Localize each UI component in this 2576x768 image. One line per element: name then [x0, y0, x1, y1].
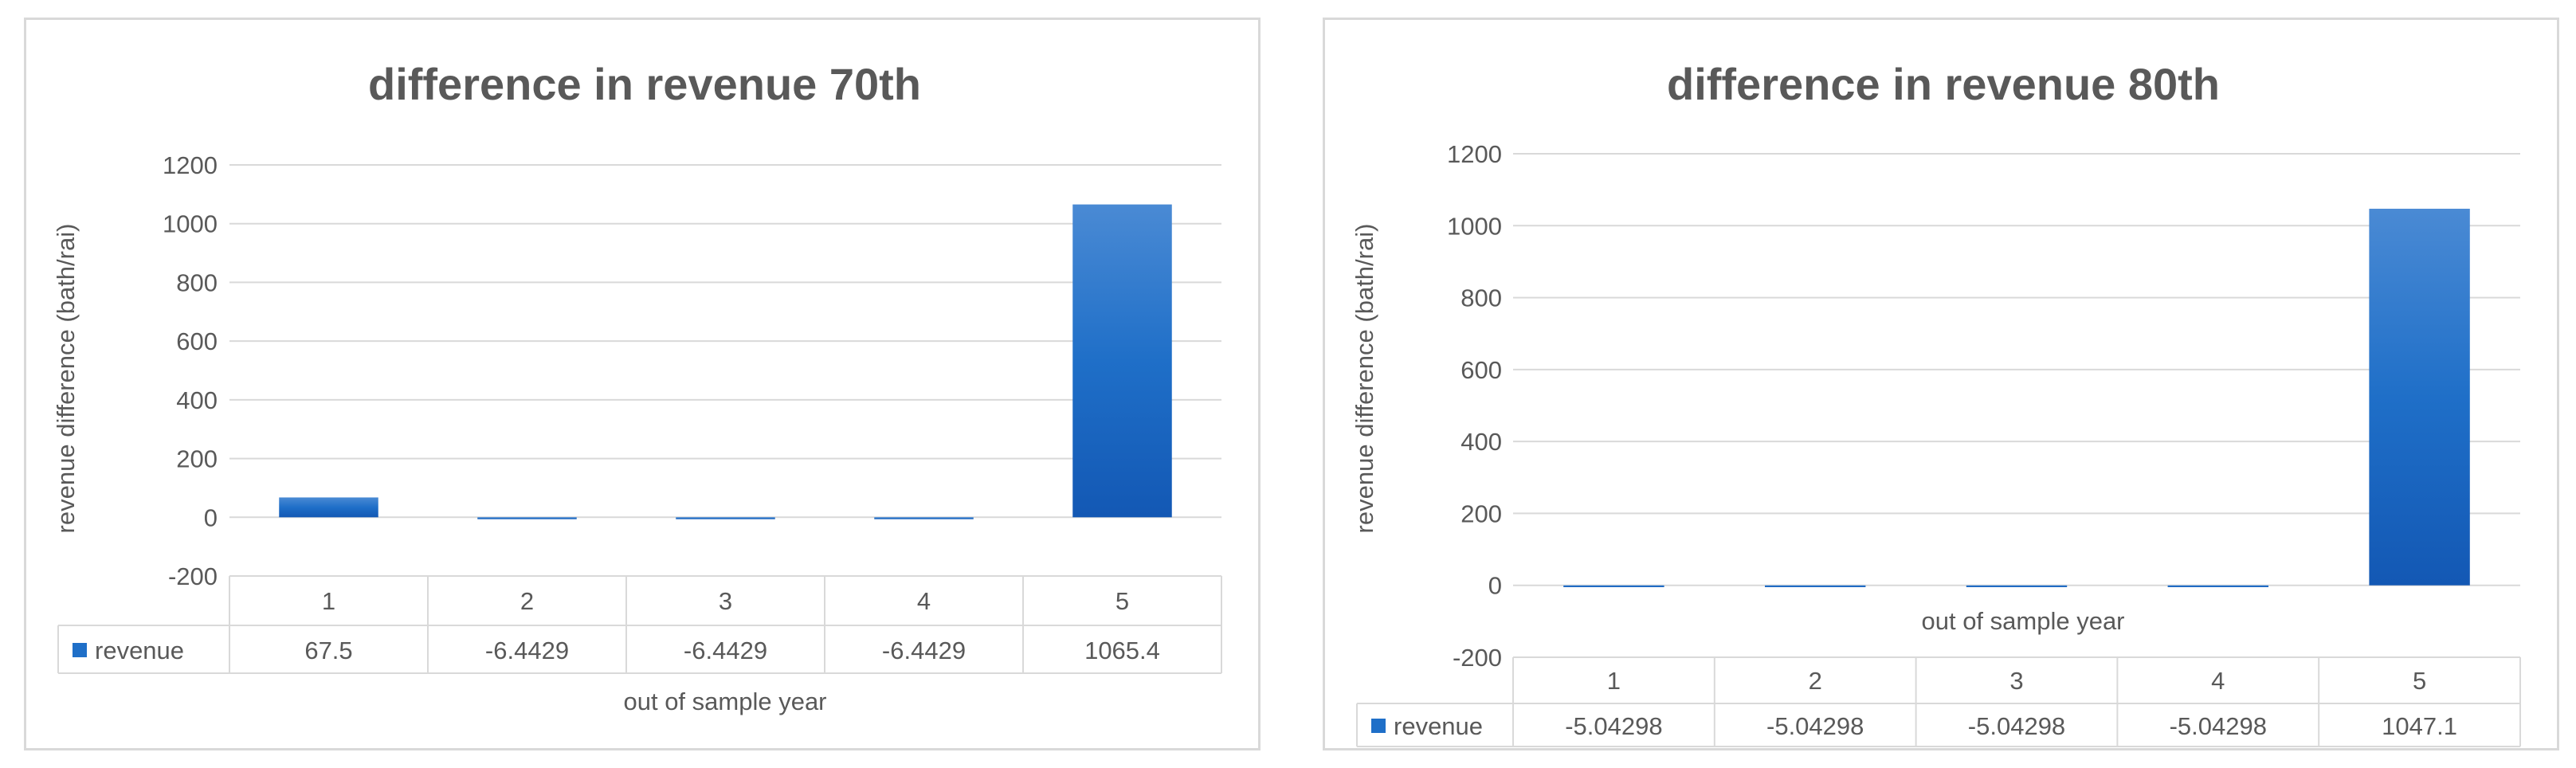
y-tick-label: 0 [204, 504, 218, 531]
y-tick-label: 800 [176, 268, 218, 296]
y-tick-label: 1200 [163, 151, 218, 179]
chart-title: difference in revenue 80th [1667, 59, 2220, 109]
bar-3 [676, 517, 775, 519]
y-tick-label: 400 [176, 386, 218, 414]
y-tick-label: 1000 [163, 210, 218, 238]
x-axis-label: out of sample year [623, 688, 826, 715]
table-value: -6.4429 [882, 637, 966, 664]
x-axis-label: out of sample year [1921, 607, 2124, 635]
table-value: -5.04298 [1968, 712, 2065, 740]
chart-panel-80th: difference in revenue 80th 1200 1000 800 600… [1323, 18, 2559, 750]
table-category-label: 5 [1115, 587, 1129, 615]
y-tick-label: 400 [1461, 428, 1502, 456]
table-category-label: 2 [520, 587, 534, 615]
table-value: -5.04298 [1766, 712, 1864, 740]
y-tick-label: 1200 [1447, 140, 1502, 168]
bar-2 [1765, 585, 1866, 587]
y-tick-label: -200 [168, 562, 218, 590]
y-tick-label: 200 [176, 445, 218, 473]
table-value: -6.4429 [684, 637, 767, 664]
y-tick-label: 0 [1488, 572, 1502, 600]
legend-key [73, 643, 87, 657]
chart-70th: difference in revenue 70th12001000800600… [52, 59, 1222, 715]
table-value: -5.04298 [2170, 712, 2267, 740]
chart-title: difference in revenue 70th [368, 59, 921, 109]
y-axis-label: revenue difference (bath/rai) [1351, 224, 1378, 534]
table-category-label: 1 [322, 587, 335, 615]
legend-series-name: revenue [1394, 712, 1483, 740]
y-tick-label: -200 [1453, 644, 1502, 672]
bar-4 [2167, 585, 2268, 587]
table-category-label: 4 [2211, 667, 2225, 695]
table-value: 1047.1 [2382, 712, 2457, 740]
bar-2 [477, 517, 577, 519]
y-axis-label: revenue difference (bath/rai) [52, 224, 80, 534]
bar-4 [874, 517, 974, 519]
y-tick-label: 1000 [1447, 212, 1502, 240]
bar-3 [1966, 585, 2068, 587]
table-category-label: 2 [1809, 667, 1822, 695]
table-value: 67.5 [304, 637, 352, 664]
y-tick-label: 600 [176, 327, 218, 355]
table-category-label: 4 [917, 587, 931, 615]
legend-key [1371, 719, 1386, 733]
legend-series-name: revenue [95, 637, 184, 664]
y-tick-label: 600 [1461, 356, 1502, 384]
table-value: -5.04298 [1565, 712, 1662, 740]
table-value: -6.4429 [485, 637, 569, 664]
table-value: 1065.4 [1084, 637, 1160, 664]
chart-panel-70th: difference in revenue 70th 1200 1000 800 600… [24, 18, 1261, 750]
bar-1 [1563, 585, 1664, 587]
bar-5 [2369, 209, 2470, 586]
bar-5 [1072, 204, 1172, 518]
table-category-label: 1 [1607, 667, 1621, 695]
y-tick-label: 800 [1461, 284, 1502, 312]
chart-80th: difference in revenue 80th12001000800600… [1351, 59, 2521, 747]
table-category-label: 5 [2413, 667, 2426, 695]
y-tick-label: 200 [1461, 500, 1502, 527]
bar-1 [279, 497, 378, 518]
table-category-label: 3 [719, 587, 732, 615]
table-category-label: 3 [2009, 667, 2023, 695]
